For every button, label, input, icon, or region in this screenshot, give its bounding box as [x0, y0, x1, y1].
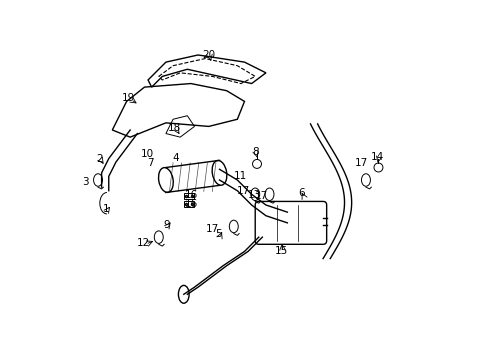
Text: 17: 17 — [205, 224, 219, 234]
Text: 10: 10 — [141, 149, 154, 159]
Text: 13: 13 — [247, 190, 260, 200]
Text: 16: 16 — [184, 190, 198, 200]
Text: 12: 12 — [137, 238, 150, 248]
Text: 18: 18 — [168, 123, 181, 133]
Text: 14: 14 — [370, 152, 383, 162]
Text: 8: 8 — [251, 148, 258, 157]
Text: 17: 17 — [254, 191, 267, 201]
Text: 11: 11 — [234, 171, 247, 181]
Text: 16: 16 — [184, 199, 198, 209]
Text: 17: 17 — [354, 158, 367, 168]
Text: 15: 15 — [274, 246, 287, 256]
Text: 7: 7 — [147, 158, 154, 168]
Text: 1: 1 — [102, 204, 109, 214]
Bar — [183, 202, 194, 207]
Text: 9: 9 — [163, 220, 170, 230]
Text: 20: 20 — [202, 50, 215, 60]
Text: 4: 4 — [172, 153, 179, 163]
Text: 17: 17 — [236, 186, 249, 197]
Text: 3: 3 — [82, 177, 89, 187]
Text: 6: 6 — [298, 188, 305, 198]
Bar — [183, 193, 194, 199]
Text: 19: 19 — [122, 93, 135, 103]
Text: 2: 2 — [96, 154, 102, 163]
Text: 5: 5 — [215, 229, 222, 239]
